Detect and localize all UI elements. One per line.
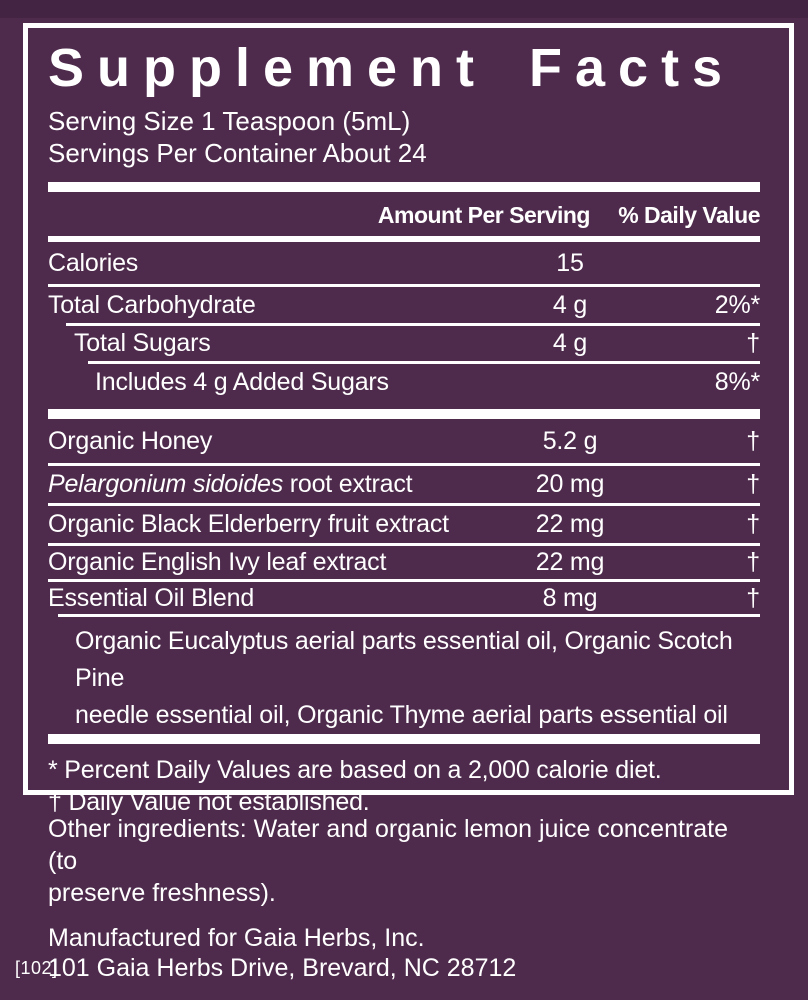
- ingredient-amount: 20 mg: [535, 470, 605, 498]
- row-divider: [66, 323, 760, 326]
- row-divider: [58, 614, 760, 617]
- label-code: [102]: [15, 958, 58, 978]
- label-footer: Other ingredients: Water and organic lem…: [48, 795, 763, 983]
- manufacturer-address: 101 Gaia Herbs Drive, Brevard, NC 28712: [48, 954, 517, 982]
- nutrient-row-total-carbohydrate: Total Carbohydrate 4 g 2%*: [48, 287, 760, 323]
- ingredient-row-pelargonium: Pelargonium sidoides root extract 20 mg …: [48, 466, 760, 503]
- row-divider: [48, 463, 760, 466]
- nutrient-amount: 4 g: [552, 329, 588, 357]
- serving-info: Serving Size 1 Teaspoon (5mL) Servings P…: [48, 105, 760, 169]
- footnote-daily-value: * Percent Daily Values are based on a 2,…: [48, 756, 662, 784]
- nutrient-row-added-sugars: Includes 4 g Added Sugars 8%*: [48, 364, 760, 400]
- other-ingredients: Other ingredients: Water and organic lem…: [48, 813, 763, 909]
- row-divider: [88, 361, 760, 364]
- footnote-dagger: † Daily Value not established.: [48, 788, 370, 816]
- thick-divider: [48, 734, 760, 744]
- ingredient-row-black-elderberry: Organic Black Elderberry fruit extract 2…: [48, 506, 760, 543]
- footnotes: * Percent Daily Values are based on a 2,…: [48, 754, 760, 818]
- blend-details-line: Organic Eucalyptus aerial parts essentia…: [75, 627, 733, 692]
- ingredient-name: Organic Honey: [48, 426, 213, 455]
- other-ingredients-line: preserve freshness).: [48, 879, 276, 907]
- ingredient-amount: 22 mg: [535, 510, 605, 538]
- panel-title: Supplement Facts: [48, 38, 736, 98]
- column-header-row: Amount Per Serving % Daily Value: [48, 192, 761, 236]
- nutrient-name: Includes 4 g Added Sugars: [95, 367, 389, 396]
- top-edge-shade: [0, 0, 808, 18]
- ingredient-amount: 22 mg: [535, 548, 605, 576]
- ingredient-name-latin: Pelargonium sidoides: [48, 470, 284, 498]
- ingredient-row-essential-oil-blend: Essential Oil Blend 8 mg †: [48, 582, 760, 614]
- blend-details-line: needle essential oil, Organic Thyme aeri…: [75, 701, 728, 729]
- manufacturer-info: Manufactured for Gaia Herbs, Inc. 101 Ga…: [48, 923, 763, 983]
- nutrient-dv: 2%*: [714, 290, 760, 319]
- supplement-facts-panel: Supplement Facts Serving Size 1 Teaspoon…: [23, 23, 794, 816]
- ingredient-dv: †: [746, 470, 760, 498]
- thick-divider: [48, 182, 760, 192]
- ingredient-name: Organic English Ivy leaf extract: [48, 548, 387, 576]
- row-divider: [48, 284, 760, 287]
- ingredient-amount: 5.2 g: [542, 426, 598, 455]
- ingredient-row-organic-honey: Organic Honey 5.2 g †: [48, 419, 760, 463]
- spacer: [48, 400, 760, 409]
- ingredient-amount: 8 mg: [542, 583, 598, 612]
- ingredient-name: Pelargonium sidoides root extract: [48, 470, 413, 499]
- essential-oil-blend-details: Organic Eucalyptus aerial parts essentia…: [48, 617, 760, 734]
- nutrient-dv: 8%*: [714, 367, 760, 396]
- amount-per-serving-header: Amount Per Serving: [377, 202, 591, 228]
- nutrient-name: Calories: [48, 248, 139, 277]
- serving-size: Serving Size 1 Teaspoon (5mL): [48, 106, 411, 136]
- row-divider: [48, 503, 760, 506]
- daily-value-header: % Daily Value: [618, 202, 760, 228]
- ingredient-dv: †: [746, 583, 760, 612]
- nutrient-name: Total Sugars: [74, 329, 211, 357]
- nutrient-dv: †: [746, 329, 760, 357]
- ingredient-dv: †: [746, 510, 760, 538]
- other-ingredients-line: Other ingredients: Water and organic lem…: [48, 815, 728, 875]
- nutrient-amount: 15: [556, 248, 584, 277]
- ingredient-row-english-ivy: Organic English Ivy leaf extract 22 mg †: [48, 546, 760, 579]
- ingredient-name: Essential Oil Blend: [48, 583, 255, 612]
- nutrient-row-total-sugars: Total Sugars 4 g †: [48, 326, 760, 361]
- row-divider: [48, 579, 760, 582]
- nutrient-amount: 4 g: [552, 290, 588, 319]
- servings-per-container: Servings Per Container About 24: [48, 138, 427, 168]
- medium-divider: [48, 236, 760, 242]
- nutrient-row-calories: Calories 15: [48, 242, 760, 284]
- row-divider: [48, 543, 760, 546]
- ingredient-dv: †: [746, 548, 760, 576]
- ingredient-dv: †: [746, 426, 760, 455]
- ingredient-name: Organic Black Elderberry fruit extract: [48, 510, 449, 538]
- manufacturer-name: Manufactured for Gaia Herbs, Inc.: [48, 924, 425, 952]
- thick-divider: [48, 409, 760, 419]
- ingredient-name-rest: root extract: [283, 470, 413, 498]
- nutrient-name: Total Carbohydrate: [48, 290, 256, 319]
